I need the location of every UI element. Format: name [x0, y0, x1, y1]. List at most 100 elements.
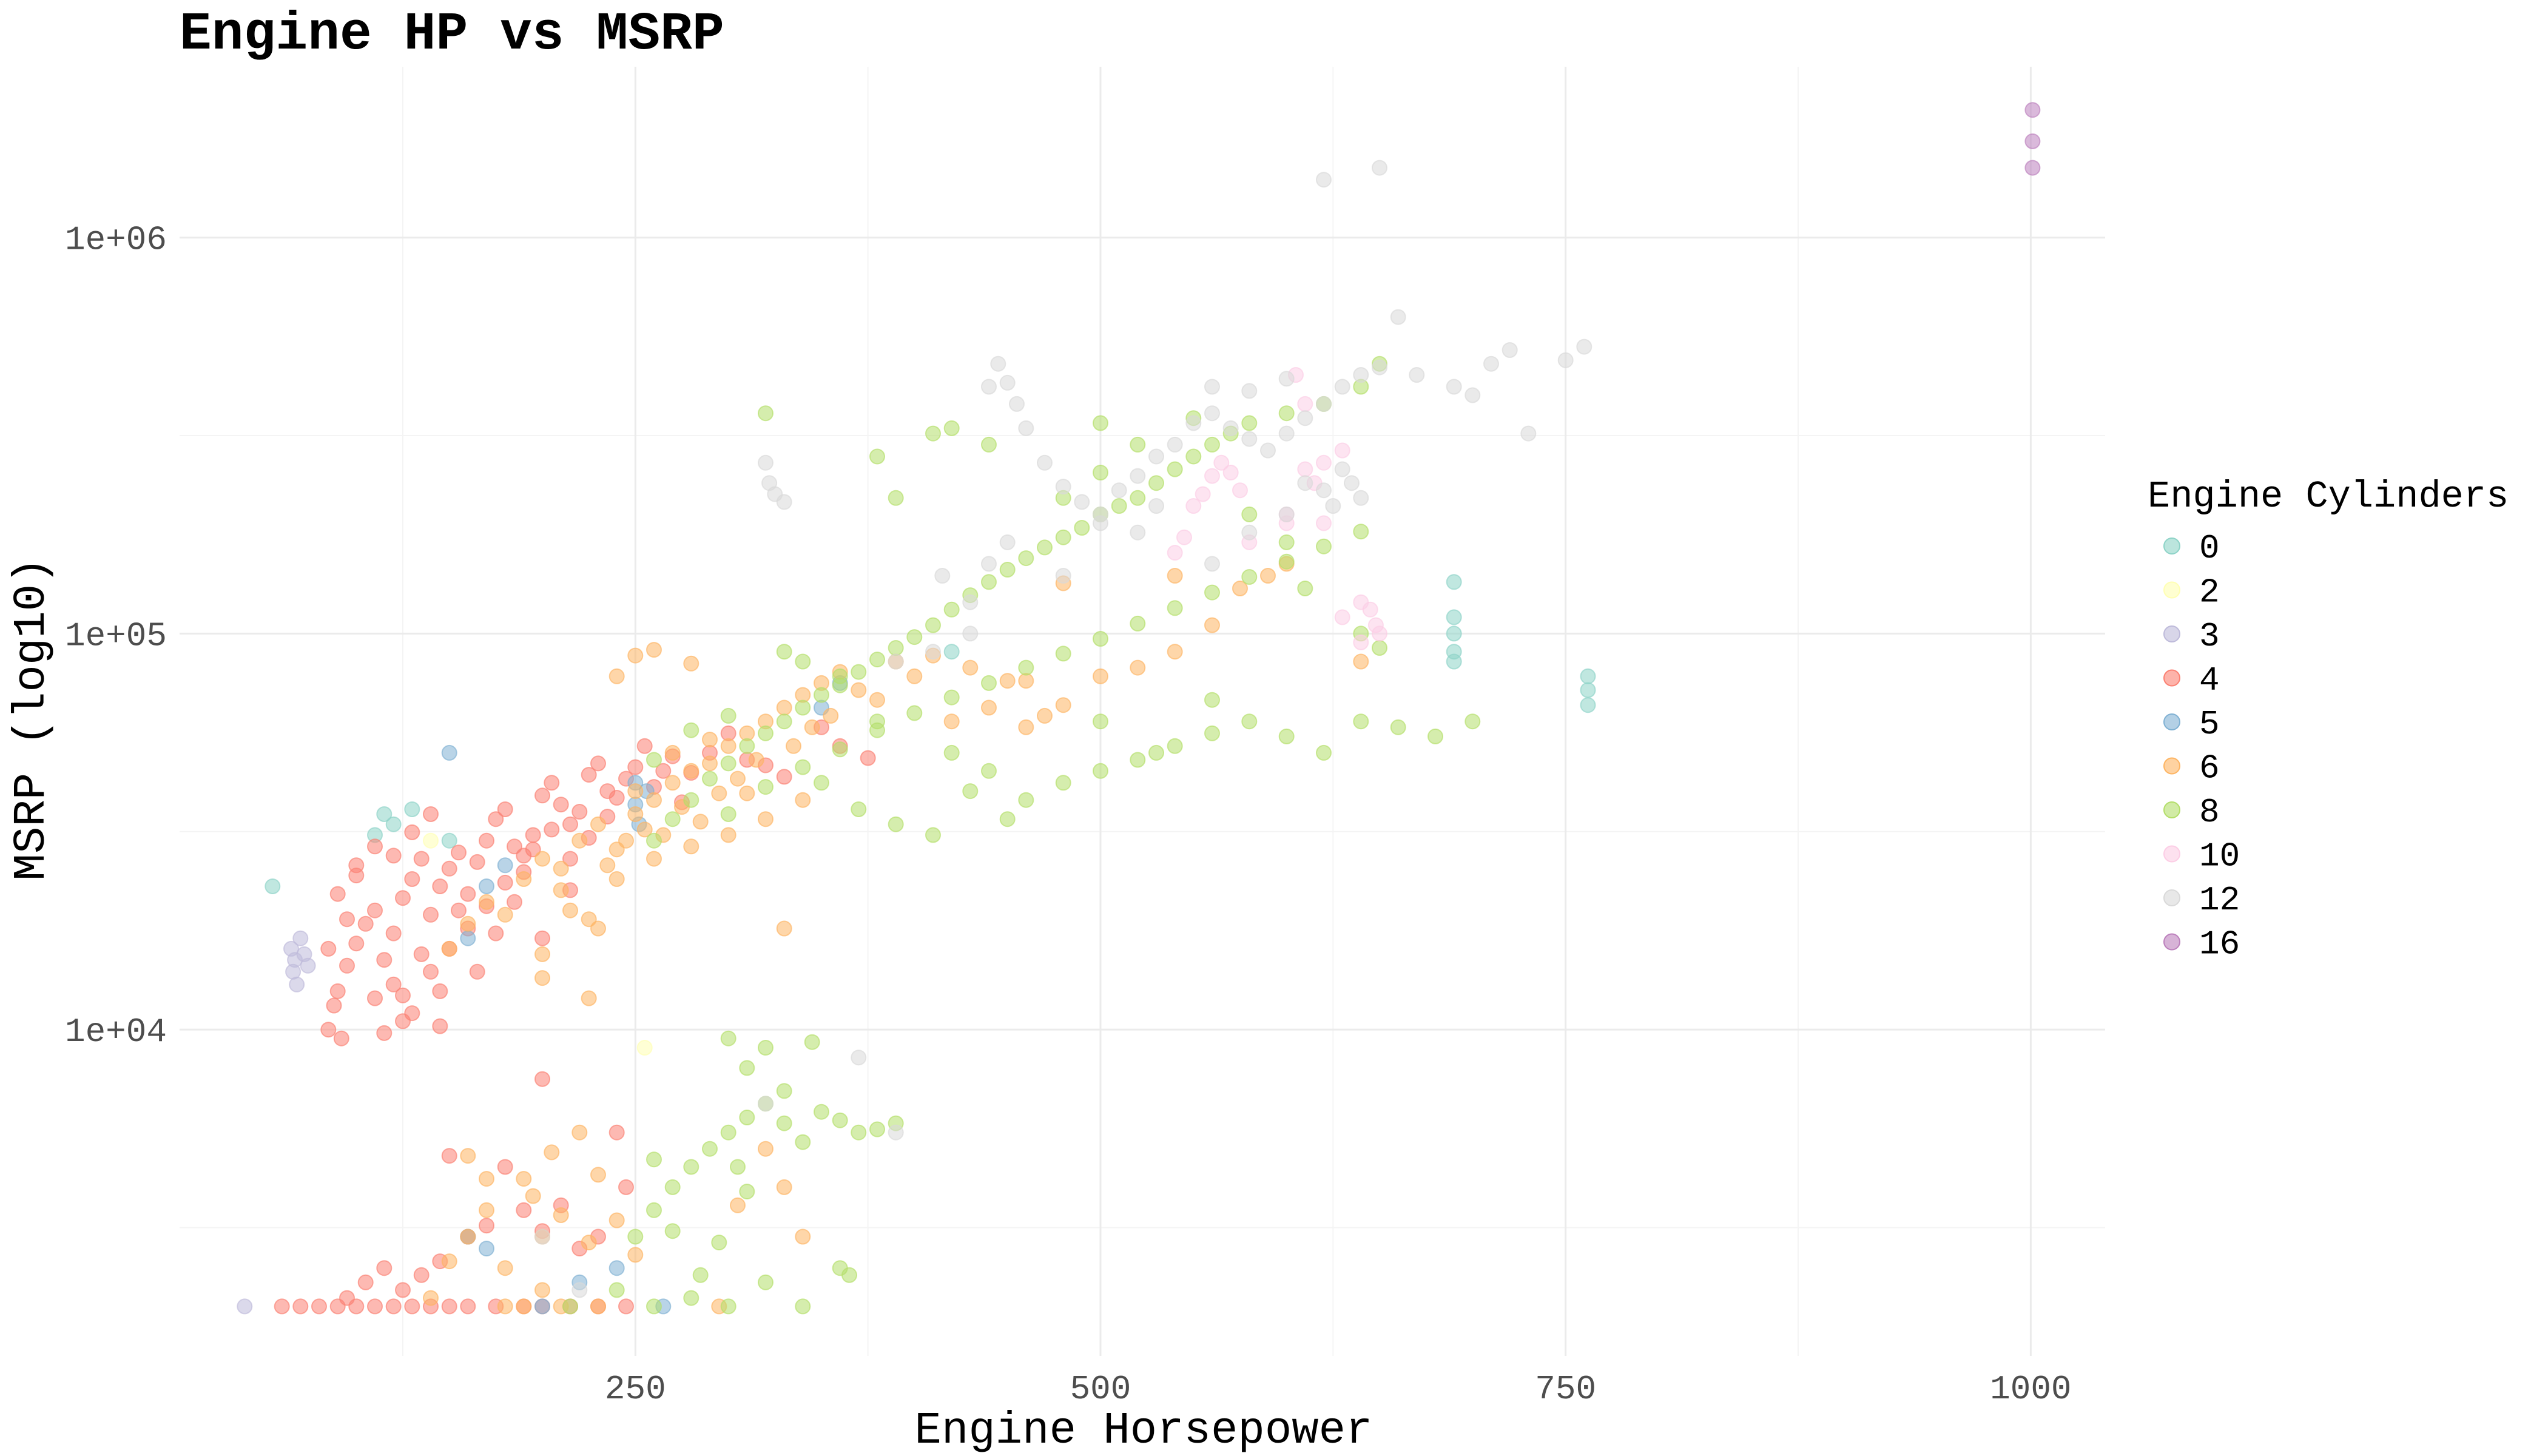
point-4-47: [413, 851, 430, 867]
point-0-10: [1446, 653, 1462, 670]
point-6-68: [1037, 707, 1053, 724]
point-6-64: [962, 659, 979, 676]
point-6-95: [1232, 581, 1248, 596]
point-8-6: [795, 1298, 811, 1315]
point-8-40: [739, 738, 755, 754]
chart-title: Engine HP vs MSRP: [180, 5, 724, 65]
point-8-10: [664, 1179, 681, 1195]
point-4-7: [404, 1298, 420, 1315]
point-8-126: [851, 801, 867, 817]
point-8-96: [1316, 744, 1332, 761]
point-12-41: [1576, 339, 1592, 355]
point-8-53: [981, 574, 997, 590]
point-6-1: [441, 1253, 457, 1270]
point-4-103: [320, 940, 337, 957]
point-8-27: [804, 1034, 820, 1050]
point-6-29: [479, 894, 494, 910]
series-10-cyl: [1167, 367, 1387, 650]
point-8-74: [795, 759, 811, 775]
point-10-0: [1167, 545, 1183, 561]
point-8-61: [1130, 490, 1146, 506]
point-8-56: [1037, 539, 1053, 556]
series-4-cyl: [274, 719, 876, 1315]
point-8-93: [1204, 725, 1220, 741]
point-6-16: [479, 1171, 494, 1187]
point-12-43: [1372, 160, 1387, 176]
series-8-cyl: [562, 356, 1481, 1315]
point-10-23: [1297, 396, 1313, 412]
point-8-101: [1093, 713, 1108, 730]
point-8-29: [739, 1184, 755, 1200]
point-6-78: [758, 811, 774, 827]
point-8-1: [608, 1282, 625, 1298]
point-8-107: [832, 668, 848, 684]
point-8-91: [1130, 752, 1146, 768]
legend-label-10: 10: [2199, 837, 2240, 876]
point-4-46: [404, 871, 420, 887]
point-8-54: [999, 562, 1016, 578]
point-10-18: [1353, 634, 1369, 650]
point-12-42: [1316, 172, 1332, 188]
point-6-66: [999, 673, 1016, 689]
point-4-35: [320, 1022, 337, 1038]
legend-key-6: [2163, 757, 2180, 775]
point-4-59: [525, 827, 541, 843]
point-8-63: [1167, 461, 1183, 477]
point-12-60: [1204, 379, 1220, 395]
point-6-43: [692, 814, 709, 830]
x-tick-label-2: 750: [1535, 1370, 1596, 1409]
point-0-12: [1580, 682, 1596, 698]
point-8-87: [1278, 553, 1295, 570]
point-6-32: [534, 851, 550, 867]
point-4-42: [367, 902, 383, 918]
point-8-16: [776, 1115, 792, 1131]
point-8-95: [1278, 728, 1295, 744]
point-6-58: [851, 682, 867, 698]
point-6-52: [786, 738, 801, 754]
point-12-30: [1334, 379, 1350, 395]
point-6-105: [627, 783, 644, 800]
point-5-15: [479, 1241, 494, 1257]
x-tick-label-1: 500: [1070, 1370, 1131, 1409]
point-4-108: [469, 963, 485, 980]
point-8-37: [683, 792, 699, 808]
point-6-69: [1055, 697, 1071, 713]
point-10-4: [1204, 468, 1220, 484]
point-4-51: [451, 844, 467, 861]
point-6-88: [739, 785, 755, 801]
point-12-59: [1353, 490, 1369, 506]
point-6-24: [795, 1228, 811, 1245]
point-10-7: [1232, 482, 1248, 499]
point-12-13: [1018, 420, 1034, 436]
point-12-1: [758, 1096, 774, 1112]
point-12-5: [758, 454, 774, 471]
point-4-90: [404, 1005, 420, 1022]
point-4-19: [376, 1260, 393, 1276]
point-12-36: [1464, 387, 1481, 403]
point-4-10: [460, 1298, 476, 1315]
point-4-39: [339, 957, 355, 974]
point-8-89: [1353, 524, 1369, 540]
point-4-1: [292, 1298, 309, 1315]
point-6-75: [646, 851, 662, 867]
point-12-40: [1557, 352, 1574, 368]
point-6-20: [497, 1298, 513, 1315]
point-6-19: [590, 1298, 606, 1315]
point-8-12: [702, 1141, 718, 1157]
point-6-37: [627, 806, 644, 822]
point-8-21: [869, 1121, 885, 1138]
point-10-1: [1176, 529, 1192, 545]
point-8-17: [795, 1134, 811, 1150]
point-12-14: [1037, 454, 1053, 471]
point-5-0: [441, 744, 457, 761]
point-8-65: [1204, 436, 1220, 453]
point-6-0: [423, 1290, 439, 1306]
y-axis-ticks: 1e+04 1e+05 1e+06: [65, 221, 167, 1052]
point-0-14: [943, 644, 960, 660]
point-12-9: [981, 379, 997, 395]
point-8-127: [888, 816, 904, 832]
legend-label-6: 6: [2199, 749, 2220, 788]
point-6-77: [720, 827, 736, 843]
point-6-7: [534, 1282, 550, 1298]
point-8-23: [720, 1030, 736, 1046]
